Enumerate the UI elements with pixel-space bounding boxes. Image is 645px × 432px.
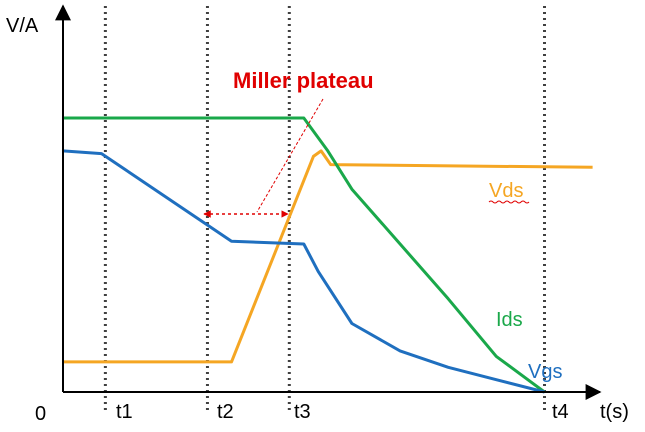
time-marker-label-t4: t4 xyxy=(552,401,569,423)
annotation-miller-plateau: Miller plateau xyxy=(233,68,374,93)
series-label-vds: Vds xyxy=(489,180,523,202)
series-line-ids xyxy=(63,116,546,394)
miller-plateau-leader xyxy=(256,98,324,213)
series-group xyxy=(62,116,593,394)
series-label-ids: Ids xyxy=(496,309,523,331)
time-markers xyxy=(103,6,546,410)
series-line-vgs xyxy=(62,149,545,394)
time-marker-label-t1: t1 xyxy=(116,401,133,423)
y-axis-label: V/A xyxy=(6,15,39,37)
series-line-vds xyxy=(63,149,593,364)
x-axis-label: t(s) xyxy=(600,401,629,423)
vds-squiggle-underline xyxy=(488,200,530,204)
time-marker-label-t2: t2 xyxy=(217,401,234,423)
time-marker-label-t3: t3 xyxy=(294,401,311,423)
series-label-vgs: Vgs xyxy=(528,361,562,383)
origin-label: 0 xyxy=(35,403,46,425)
